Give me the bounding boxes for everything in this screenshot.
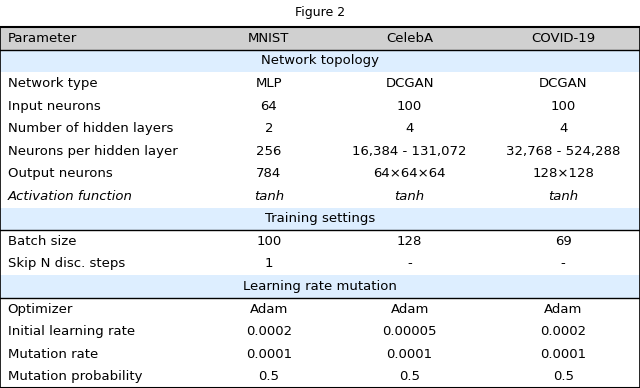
Text: Initial learning rate: Initial learning rate (8, 325, 135, 338)
Text: Training settings: Training settings (265, 212, 375, 225)
Text: 0.5: 0.5 (259, 370, 279, 383)
Text: Input neurons: Input neurons (8, 100, 100, 113)
Text: 0.5: 0.5 (399, 370, 420, 383)
Text: 64: 64 (260, 100, 277, 113)
Text: Parameter: Parameter (8, 32, 77, 45)
Text: -: - (407, 258, 412, 270)
Text: 69: 69 (555, 235, 572, 248)
FancyBboxPatch shape (0, 298, 640, 320)
FancyBboxPatch shape (0, 95, 640, 117)
FancyBboxPatch shape (0, 72, 640, 95)
Text: 2: 2 (264, 122, 273, 135)
Text: Activation function: Activation function (8, 190, 132, 203)
Text: Figure 2: Figure 2 (295, 6, 345, 19)
Text: Batch size: Batch size (8, 235, 76, 248)
Text: 100: 100 (397, 100, 422, 113)
Text: DCGAN: DCGAN (539, 77, 588, 90)
FancyBboxPatch shape (0, 117, 640, 140)
Text: -: - (561, 258, 566, 270)
FancyBboxPatch shape (0, 275, 640, 298)
Text: 32,768 - 524,288: 32,768 - 524,288 (506, 145, 620, 158)
Text: Adam: Adam (390, 303, 429, 315)
Text: Network topology: Network topology (261, 54, 379, 68)
Text: tanh: tanh (253, 190, 284, 203)
Text: tanh: tanh (548, 190, 579, 203)
Text: 0.0002: 0.0002 (246, 325, 292, 338)
FancyBboxPatch shape (0, 140, 640, 163)
FancyBboxPatch shape (0, 208, 640, 230)
Text: 0.0001: 0.0001 (387, 348, 433, 361)
Text: 128: 128 (397, 235, 422, 248)
Text: Output neurons: Output neurons (8, 167, 113, 180)
Text: Skip N disc. steps: Skip N disc. steps (8, 258, 125, 270)
Text: Network type: Network type (8, 77, 97, 90)
Text: 4: 4 (559, 122, 568, 135)
FancyBboxPatch shape (0, 365, 640, 388)
Text: MNIST: MNIST (248, 32, 289, 45)
Text: 100: 100 (256, 235, 282, 248)
Text: Mutation rate: Mutation rate (8, 348, 98, 361)
Text: 100: 100 (550, 100, 576, 113)
Text: 0.0001: 0.0001 (246, 348, 292, 361)
Text: COVID-19: COVID-19 (531, 32, 595, 45)
FancyBboxPatch shape (0, 163, 640, 185)
Text: 0.5: 0.5 (553, 370, 573, 383)
Text: Optimizer: Optimizer (8, 303, 73, 315)
Text: tanh: tanh (394, 190, 425, 203)
Text: 128×128: 128×128 (532, 167, 594, 180)
FancyBboxPatch shape (0, 185, 640, 208)
Text: CelebA: CelebA (386, 32, 433, 45)
Text: 256: 256 (256, 145, 282, 158)
Text: MLP: MLP (255, 77, 282, 90)
Text: Mutation probability: Mutation probability (8, 370, 142, 383)
Text: Adam: Adam (544, 303, 582, 315)
Text: Number of hidden layers: Number of hidden layers (8, 122, 173, 135)
Text: Neurons per hidden layer: Neurons per hidden layer (8, 145, 177, 158)
FancyBboxPatch shape (0, 253, 640, 275)
FancyBboxPatch shape (0, 50, 640, 72)
FancyBboxPatch shape (0, 343, 640, 365)
Text: 0.0001: 0.0001 (540, 348, 586, 361)
FancyBboxPatch shape (0, 320, 640, 343)
Text: 64×64×64: 64×64×64 (373, 167, 446, 180)
Text: 0.00005: 0.00005 (382, 325, 437, 338)
Text: 784: 784 (256, 167, 282, 180)
Text: 1: 1 (264, 258, 273, 270)
Text: Adam: Adam (250, 303, 288, 315)
Text: DCGAN: DCGAN (385, 77, 434, 90)
FancyBboxPatch shape (0, 27, 640, 50)
Text: Learning rate mutation: Learning rate mutation (243, 280, 397, 293)
Text: 0.0002: 0.0002 (540, 325, 586, 338)
Text: 4: 4 (405, 122, 414, 135)
Text: 16,384 - 131,072: 16,384 - 131,072 (353, 145, 467, 158)
FancyBboxPatch shape (0, 230, 640, 253)
